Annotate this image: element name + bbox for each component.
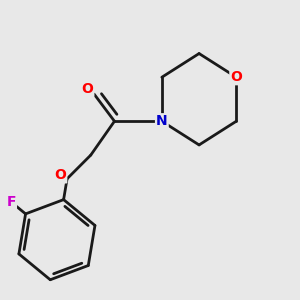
Text: N: N — [156, 114, 168, 128]
Text: F: F — [7, 195, 16, 209]
Text: O: O — [82, 82, 93, 96]
Text: O: O — [54, 168, 66, 182]
Text: O: O — [230, 70, 242, 84]
